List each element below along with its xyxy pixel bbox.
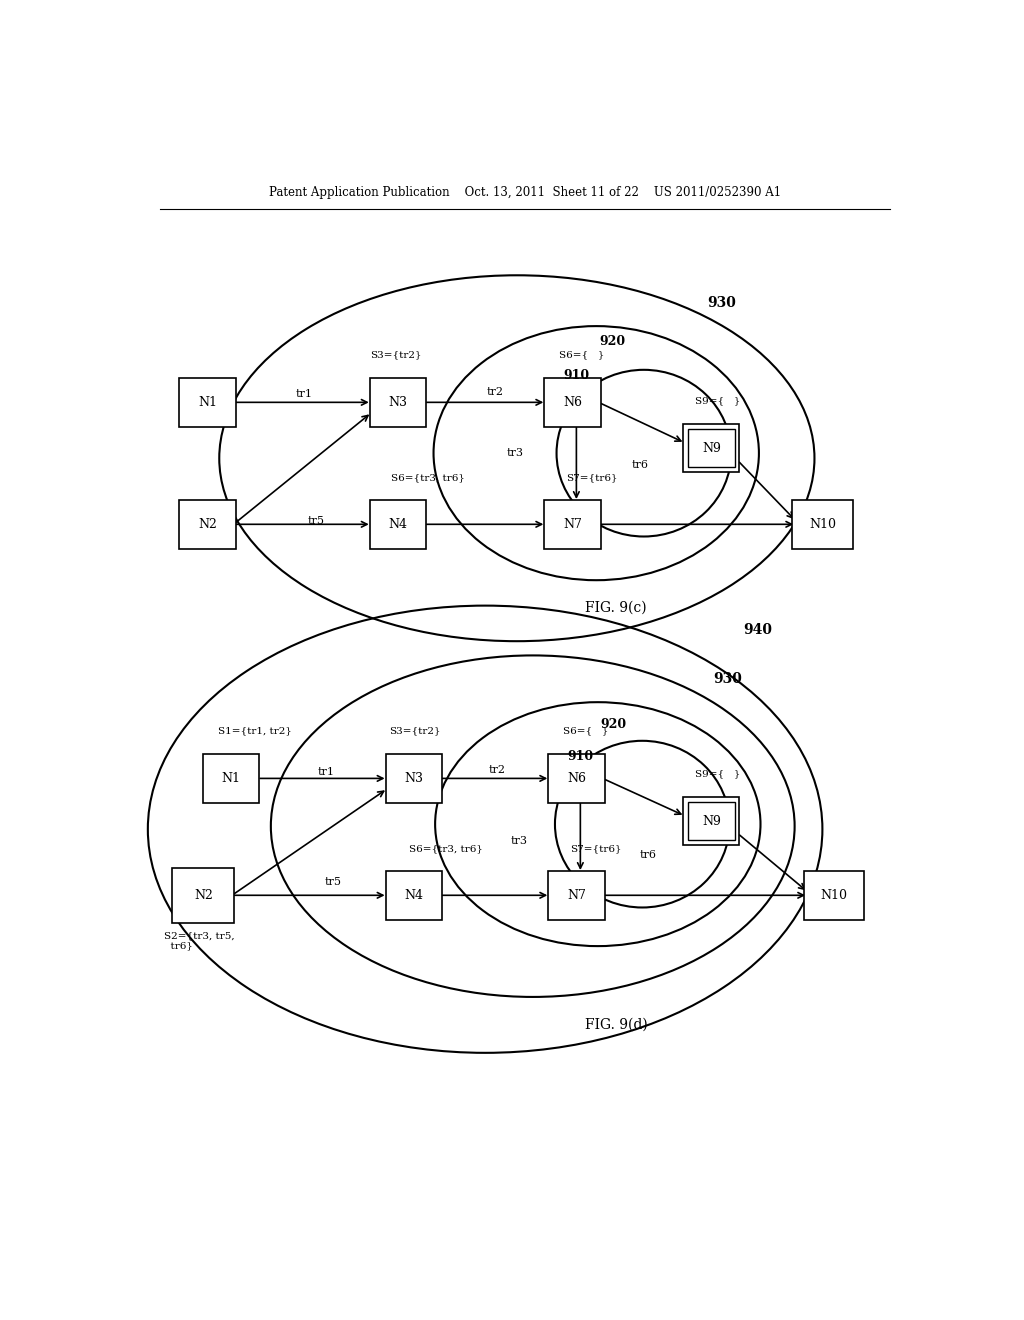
Text: N3: N3 bbox=[388, 396, 408, 409]
FancyArrowPatch shape bbox=[605, 780, 681, 814]
Text: N4: N4 bbox=[388, 517, 408, 531]
Text: N7: N7 bbox=[563, 517, 582, 531]
Text: FIG. 9(d): FIG. 9(d) bbox=[585, 1018, 647, 1031]
FancyArrowPatch shape bbox=[234, 892, 383, 898]
Text: tr1: tr1 bbox=[296, 389, 312, 399]
FancyBboxPatch shape bbox=[179, 378, 236, 426]
Text: tr5: tr5 bbox=[325, 876, 341, 887]
Text: 930: 930 bbox=[708, 296, 736, 310]
FancyBboxPatch shape bbox=[544, 378, 601, 426]
Text: N1: N1 bbox=[198, 396, 217, 409]
Text: S6={tr3, tr6}: S6={tr3, tr6} bbox=[409, 843, 482, 853]
Text: tr6: tr6 bbox=[639, 850, 656, 859]
FancyBboxPatch shape bbox=[203, 754, 259, 803]
Text: S3={tr2}: S3={tr2} bbox=[371, 350, 422, 359]
Text: 910: 910 bbox=[567, 750, 594, 763]
FancyArrowPatch shape bbox=[739, 462, 793, 517]
FancyArrowPatch shape bbox=[442, 892, 546, 898]
Text: 910: 910 bbox=[563, 370, 590, 383]
FancyArrowPatch shape bbox=[442, 776, 546, 781]
Text: FIG. 9(c): FIG. 9(c) bbox=[586, 601, 647, 615]
FancyArrowPatch shape bbox=[234, 791, 384, 894]
Text: N6: N6 bbox=[567, 772, 586, 785]
Text: S7={tr6}: S7={tr6} bbox=[570, 843, 622, 853]
Text: N10: N10 bbox=[809, 517, 836, 531]
Text: S9={   }: S9={ } bbox=[695, 768, 740, 777]
Text: tr1: tr1 bbox=[317, 767, 335, 777]
FancyArrowPatch shape bbox=[573, 428, 580, 498]
FancyBboxPatch shape bbox=[683, 424, 739, 473]
FancyBboxPatch shape bbox=[385, 754, 442, 803]
Text: N4: N4 bbox=[404, 888, 423, 902]
FancyBboxPatch shape bbox=[370, 500, 426, 549]
FancyArrowPatch shape bbox=[427, 521, 542, 527]
FancyBboxPatch shape bbox=[804, 871, 864, 920]
Text: N3: N3 bbox=[404, 772, 423, 785]
Text: tr2: tr2 bbox=[487, 387, 504, 397]
FancyArrowPatch shape bbox=[578, 804, 583, 869]
FancyArrowPatch shape bbox=[427, 400, 542, 405]
FancyBboxPatch shape bbox=[544, 500, 601, 549]
FancyBboxPatch shape bbox=[688, 801, 734, 841]
FancyArrowPatch shape bbox=[601, 521, 792, 527]
FancyArrowPatch shape bbox=[739, 836, 805, 890]
Text: S6={tr3, tr6}: S6={tr3, tr6} bbox=[391, 473, 465, 482]
Text: N9: N9 bbox=[701, 442, 721, 454]
Text: S3={tr2}: S3={tr2} bbox=[389, 726, 441, 735]
Text: 930: 930 bbox=[714, 672, 742, 686]
Text: N2: N2 bbox=[198, 517, 217, 531]
Text: tr3: tr3 bbox=[507, 449, 524, 458]
FancyBboxPatch shape bbox=[548, 754, 604, 803]
FancyArrowPatch shape bbox=[601, 404, 681, 441]
Text: N7: N7 bbox=[567, 888, 586, 902]
FancyBboxPatch shape bbox=[548, 871, 604, 920]
Text: N6: N6 bbox=[563, 396, 582, 409]
Text: Patent Application Publication    Oct. 13, 2011  Sheet 11 of 22    US 2011/02523: Patent Application Publication Oct. 13, … bbox=[268, 186, 781, 199]
Text: S6={   }: S6={ } bbox=[563, 726, 608, 735]
FancyBboxPatch shape bbox=[688, 429, 734, 467]
FancyBboxPatch shape bbox=[683, 797, 739, 846]
FancyBboxPatch shape bbox=[172, 867, 234, 923]
Text: N2: N2 bbox=[194, 888, 213, 902]
FancyArrowPatch shape bbox=[605, 892, 804, 898]
Text: S1={tr1, tr2}: S1={tr1, tr2} bbox=[218, 726, 292, 735]
Text: tr3: tr3 bbox=[511, 837, 527, 846]
Text: S7={tr6}: S7={tr6} bbox=[566, 473, 618, 482]
FancyBboxPatch shape bbox=[370, 378, 426, 426]
FancyArrowPatch shape bbox=[260, 776, 383, 781]
FancyArrowPatch shape bbox=[237, 400, 367, 405]
FancyBboxPatch shape bbox=[793, 500, 853, 549]
Text: N1: N1 bbox=[221, 772, 241, 785]
Text: tr5: tr5 bbox=[307, 516, 325, 527]
Text: tr2: tr2 bbox=[488, 766, 506, 775]
Text: S9={   }: S9={ } bbox=[695, 396, 740, 405]
Text: N10: N10 bbox=[821, 888, 848, 902]
Text: S2={tr3, tr5,
  tr6}: S2={tr3, tr5, tr6} bbox=[164, 931, 234, 950]
FancyBboxPatch shape bbox=[385, 871, 442, 920]
Text: tr6: tr6 bbox=[632, 461, 648, 470]
Text: 920: 920 bbox=[601, 718, 627, 731]
FancyBboxPatch shape bbox=[179, 500, 236, 549]
Text: S6={   }: S6={ } bbox=[559, 350, 604, 359]
Text: 920: 920 bbox=[599, 335, 626, 348]
FancyArrowPatch shape bbox=[236, 416, 368, 523]
FancyArrowPatch shape bbox=[237, 521, 367, 527]
Text: 940: 940 bbox=[742, 623, 772, 638]
Text: N9: N9 bbox=[701, 814, 721, 828]
